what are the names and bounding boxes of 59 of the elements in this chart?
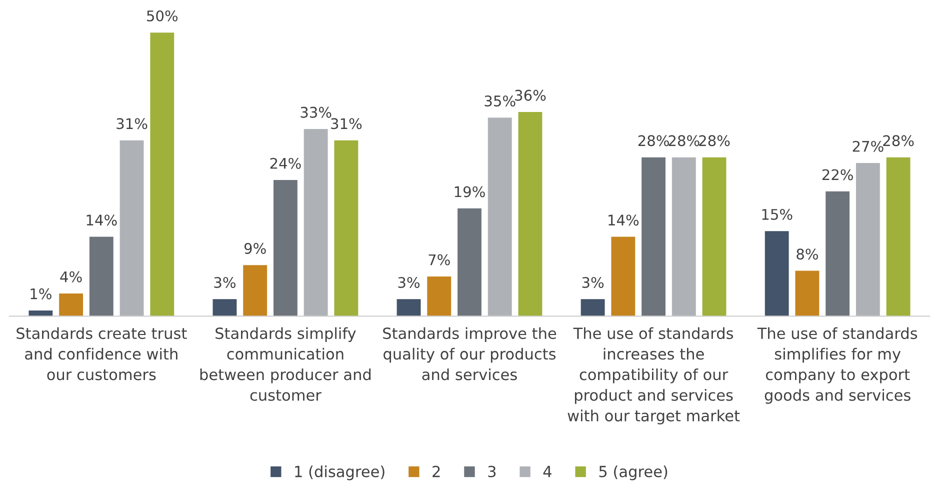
bar [826,191,850,316]
x-tick-label: The use of standards increases the compatibility of our product and services with our target market [568,327,740,424]
bar [120,140,144,316]
data-label: 3% [398,276,420,288]
legend-label: 4 [543,466,552,478]
bar [856,163,880,316]
data-label: 1% [30,288,52,300]
bar [518,112,542,316]
data-label: 4% [60,271,82,282]
data-label: 50% [147,10,178,22]
data-label: 28% [883,135,914,146]
data-label: 14% [608,214,639,226]
bar [59,293,84,316]
data-label: 22% [822,169,853,180]
x-tick-label: Standards simplify communication between producer and customer [200,327,371,401]
legend-label: 2 [432,466,440,478]
data-label: 35% [484,95,516,106]
data-label: 3% [214,276,236,288]
x-tick-label: Standards create trust and confidence with our customers [16,327,187,380]
bar [334,140,358,316]
legend-label: 5 (agree) [599,465,668,480]
bar [243,265,268,316]
bar [427,276,452,316]
bar [304,128,328,316]
bar [89,236,114,316]
data-label: 31% [116,118,148,130]
bar [273,180,298,316]
data-label: 36% [515,90,546,101]
data-label: 28% [699,135,730,146]
bar [212,299,237,316]
bar [150,32,174,316]
bar [886,157,910,316]
data-label: 7% [428,254,450,266]
data-label: 31% [331,118,362,130]
legend-label: 1 (disagree) [295,465,384,480]
bar [580,299,605,316]
bar [396,299,421,316]
data-label: 9% [244,242,266,254]
bar [488,118,512,316]
x-tick-label: Standards improve the quality of our products and services [383,327,556,380]
data-label: 19% [454,186,485,198]
bar [642,157,666,316]
data-label: 3% [582,276,604,288]
data-label: 14% [86,214,117,226]
bar [611,236,636,316]
data-label: 15% [762,208,792,220]
bar [764,231,789,316]
data-label: 28% [638,135,669,146]
data-label: 24% [270,158,301,169]
data-label: 28% [668,135,700,146]
bar [672,157,696,316]
data-label: 8% [796,248,818,260]
data-label: 27% [852,140,884,152]
bar [458,208,482,316]
legend-label: 3 [488,466,496,478]
bar [702,157,726,316]
bar [795,270,820,316]
data-label: 33% [300,106,332,118]
x-tick-label: The use of standards simplifies for my company to export goods and services [757,327,918,404]
